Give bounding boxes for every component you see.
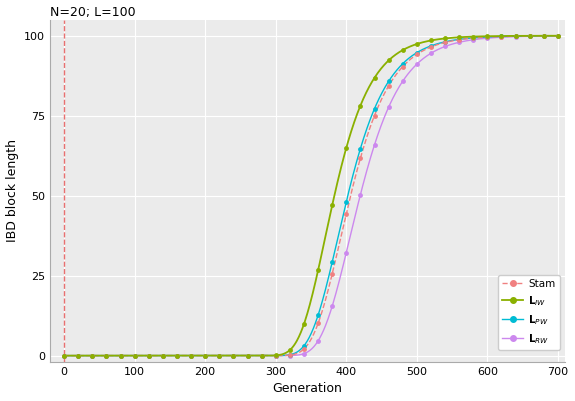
Text: N=20; L=100: N=20; L=100 — [50, 6, 136, 18]
Y-axis label: IBD block length: IBD block length — [6, 140, 18, 242]
X-axis label: Generation: Generation — [273, 383, 343, 395]
Legend: Stam, L$_{\mathit{IW}}$, L$_{\mathit{PW}}$, L$_{\mathit{RW}}$: Stam, L$_{\mathit{IW}}$, L$_{\mathit{PW}… — [498, 275, 560, 350]
